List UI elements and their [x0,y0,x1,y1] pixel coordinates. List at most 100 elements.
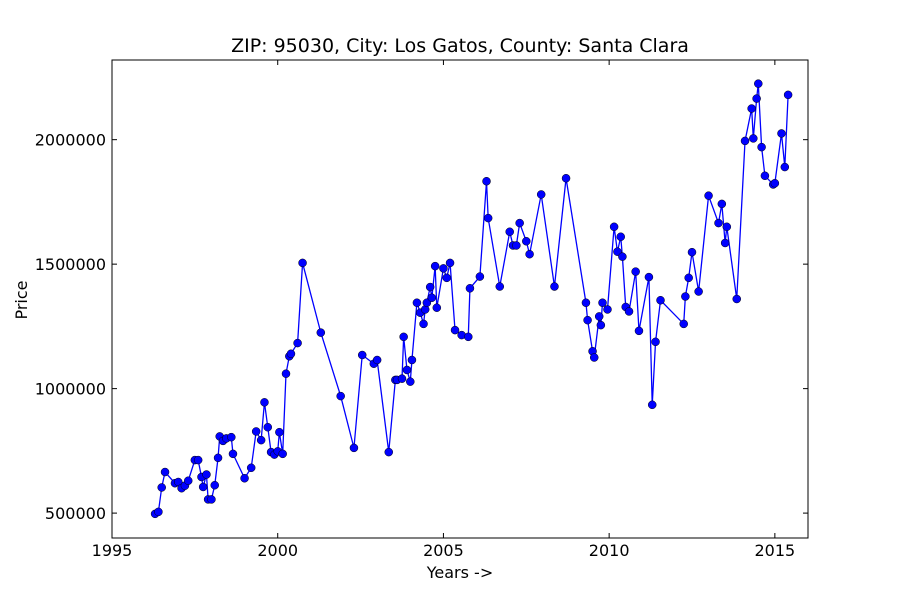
y-tick-label: 1000000 [35,380,106,399]
point [275,427,284,437]
point [372,355,382,365]
point [634,326,644,336]
point [483,213,493,223]
point [757,142,766,152]
point [399,332,408,342]
point [594,312,604,321]
point [522,236,531,246]
point [228,449,238,459]
point [482,176,491,186]
point [732,294,741,304]
plot-frame [111,59,809,539]
point [349,443,359,453]
point [246,463,256,473]
point [465,284,475,293]
point [618,252,627,261]
point [512,241,521,250]
y-tick-label: 2000000 [35,131,106,150]
point [717,199,727,209]
point [407,355,417,365]
x-tick-label: 2010 [589,541,630,560]
point [780,162,790,172]
point [495,282,505,291]
point [430,261,440,271]
point [525,249,534,259]
point [747,104,756,113]
point [183,476,193,485]
point [684,273,693,283]
point [581,298,591,307]
chart-title: ZIP: 95030, City: Los Gatos, County: San… [231,35,689,57]
point [157,483,166,492]
x-tick-label: 2015 [754,541,795,560]
point [749,134,758,143]
point [583,315,592,325]
y-tick-label: 1500000 [35,255,106,274]
point [720,238,730,248]
point [475,272,485,281]
point [536,190,546,199]
point [770,178,780,188]
point [445,258,455,268]
point [336,391,345,401]
point [202,470,211,479]
point [419,319,428,329]
point [198,482,208,492]
point [515,218,524,228]
point [760,171,770,181]
point [450,325,460,335]
point [286,349,296,359]
point [616,232,625,242]
y-axis-label: Price [12,280,31,319]
point [425,282,435,292]
point [207,495,216,504]
point [298,258,307,268]
point [357,350,367,360]
point [687,247,697,257]
point [740,136,750,146]
point [160,467,170,477]
point [193,455,203,465]
point [679,319,688,329]
point [631,267,640,276]
point [251,427,261,436]
point [754,79,763,88]
point [722,222,732,232]
y-tick-label: 500000 [45,504,106,523]
point [704,191,713,200]
point [647,400,657,410]
point [442,273,451,283]
point [681,292,690,301]
point [210,480,219,490]
point [402,365,412,375]
x-axis-label: Years -> [426,563,493,582]
point [406,377,415,386]
point [412,298,422,307]
point [656,295,665,305]
point [603,305,612,314]
point [227,432,236,442]
point [397,374,407,383]
point [260,398,269,407]
point [439,264,448,273]
point [561,174,571,183]
x-tick-label: 1995 [92,541,133,560]
point [384,447,393,457]
point [432,303,442,312]
point [464,332,473,342]
x-tick-label: 2005 [423,541,464,560]
point [651,337,660,347]
point [783,90,793,100]
point [694,287,703,296]
point [624,307,634,316]
point [278,449,287,459]
point [777,129,786,138]
point [644,272,654,282]
point [316,328,326,337]
point [213,453,223,463]
point [714,218,723,228]
point [263,422,273,432]
